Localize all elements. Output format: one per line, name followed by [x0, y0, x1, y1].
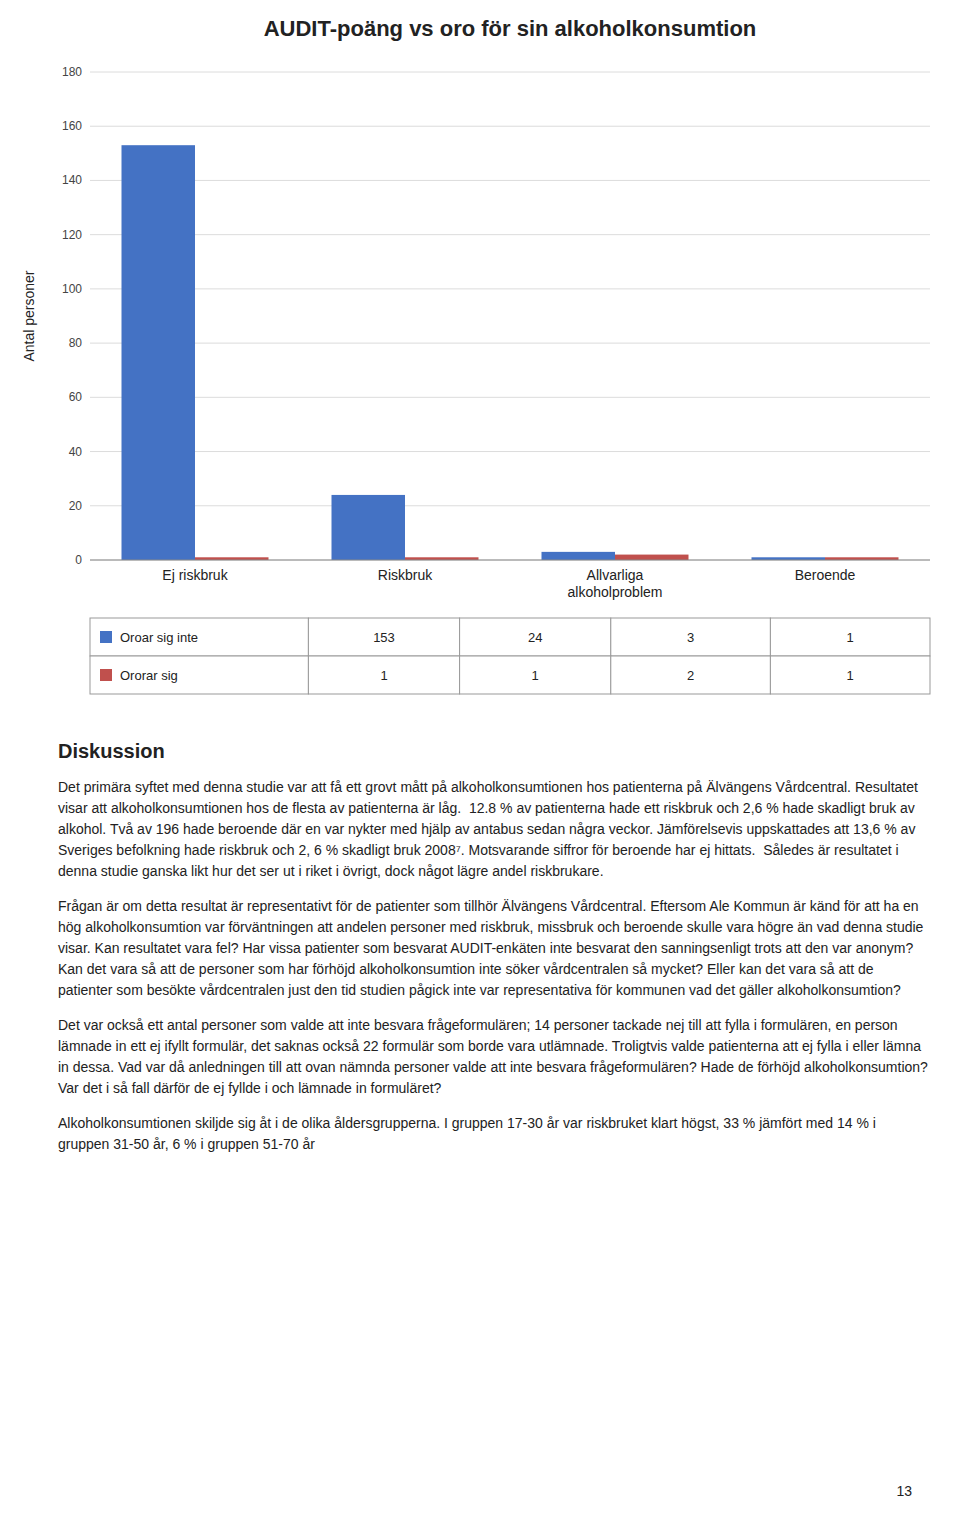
table-cell — [308, 618, 459, 656]
table-cell — [308, 656, 459, 694]
bar: Ororar sig: 2 — [615, 555, 689, 560]
table-cell — [90, 618, 308, 656]
table-cell — [611, 656, 771, 694]
data-table: Oroar sig inte 153 24 3 1 Ororar sig 1 1 2 1 — [90, 618, 930, 694]
y-axis-label: Antal personer — [21, 270, 37, 361]
bar: Oroar sig inte: 24 — [332, 495, 406, 560]
heading: Diskussion — [58, 740, 930, 763]
x-tick-label: Allvarligaalkoholproblem — [568, 567, 663, 600]
table-value: 2 — [687, 668, 694, 683]
y-tick-label: 140 — [62, 173, 82, 187]
legend-swatch — [100, 631, 112, 643]
table-cell — [460, 656, 611, 694]
x-tick-label: Beroende — [795, 567, 856, 583]
grid-line — [90, 397, 930, 398]
chart-title: AUDIT-poäng vs oro för sin alkoholkonsum… — [264, 16, 757, 41]
table-value: 3 — [687, 630, 694, 645]
table-value: 1 — [380, 668, 387, 683]
discussion: Diskussion Det primära syftet med denna s… — [58, 740, 930, 1169]
y-tick-label: 180 — [62, 65, 82, 79]
table-row-label: Oroar sig inte — [120, 630, 198, 645]
y-tick-label: 0 — [75, 553, 82, 567]
grid-line — [90, 451, 930, 452]
table-value: 1 — [847, 668, 854, 683]
grid-line — [90, 234, 930, 235]
table-value: 1 — [847, 630, 854, 645]
x-tick-label: Ej riskbruk — [162, 567, 228, 583]
grid-line — [90, 288, 930, 289]
paragraph: Alkoholkonsumtionen skiljde sig åt i de … — [58, 1113, 930, 1155]
chart: AUDIT-poäng vs oro för sin alkoholkonsum… — [0, 0, 960, 720]
paragraph: Det var också ett antal personer som val… — [58, 1015, 930, 1099]
x-axis-line — [90, 560, 930, 561]
grid-line — [90, 126, 930, 127]
bar: Oroar sig inte: 153 — [122, 145, 196, 560]
y-tick-label: 60 — [69, 390, 83, 404]
table-cell — [611, 618, 771, 656]
table-cell — [770, 656, 930, 694]
paragraph: Det primära syftet med denna studie var … — [58, 777, 930, 882]
bar: Oroar sig inte: 3 — [542, 552, 616, 560]
table-value: 153 — [373, 630, 395, 645]
y-tick-label: 20 — [69, 499, 83, 513]
page-number: 13 — [896, 1483, 912, 1499]
table-cell — [90, 656, 308, 694]
grid-line — [90, 72, 930, 73]
grid-line — [90, 180, 930, 181]
y-tick-label: 160 — [62, 119, 82, 133]
table-row-label: Ororar sig — [120, 668, 178, 683]
grid — [90, 72, 930, 560]
x-tick-label: Riskbruk — [378, 567, 433, 583]
table-value: 24 — [528, 630, 542, 645]
legend-swatch — [100, 669, 112, 681]
grid-line — [90, 343, 930, 344]
y-tick-label: 80 — [69, 336, 83, 350]
y-tick-label: 120 — [62, 228, 82, 242]
bars: Oroar sig inte: 153 Oroar sig inte: 24 Oro… — [122, 145, 899, 560]
y-tick-label: 100 — [62, 282, 82, 296]
grid-line — [90, 560, 930, 561]
table-value: 1 — [532, 668, 539, 683]
grid-line — [90, 505, 930, 506]
table-cell — [460, 618, 611, 656]
paragraph: Frågan är om detta resultat är represent… — [58, 896, 930, 1001]
table-cell — [770, 618, 930, 656]
y-tick-label: 40 — [69, 445, 83, 459]
